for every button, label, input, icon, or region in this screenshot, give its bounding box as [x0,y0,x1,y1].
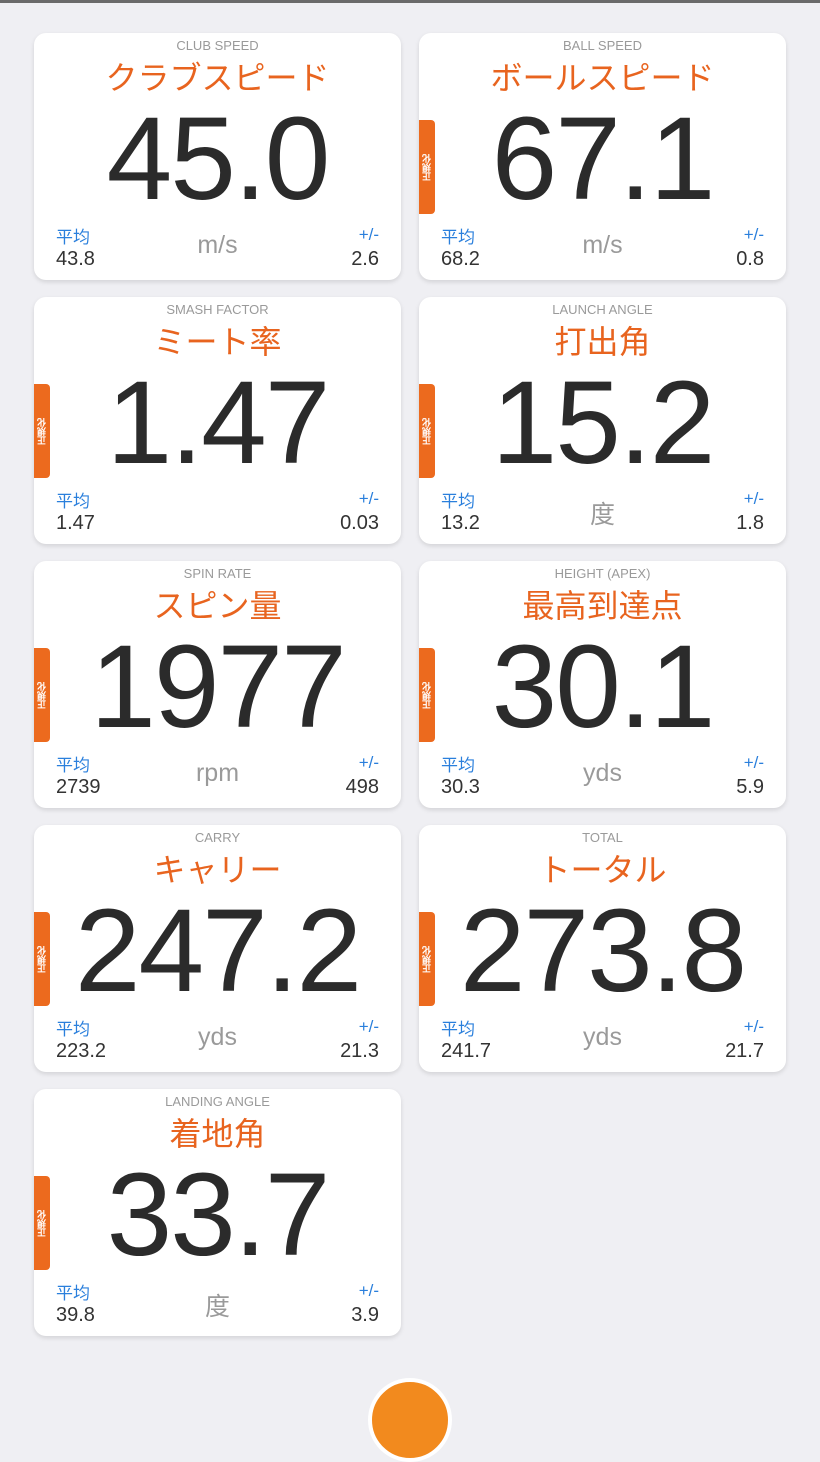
metric-english-label: LANDING ANGLE [165,1094,270,1109]
metric-card-spin-rate[interactable]: SPIN RATE スピン量 1977 正規化平均 2739 rpm +/- 498 [34,561,401,808]
deviation-value: 0.8 [736,248,764,270]
metric-card-launch-angle[interactable]: LAUNCH ANGLE 打出角 15.2 正規化平均 13.2 度 +/- 1.8 [419,297,786,544]
average-label: 平均 [441,756,475,776]
deviation-value: 5.9 [736,776,764,798]
metric-title: 着地角 [169,1115,266,1153]
normalized-tab[interactable]: 正規化 [34,912,50,1006]
metric-unit: yds [198,1023,237,1051]
metric-english-label: SPIN RATE [183,566,252,581]
metric-title: 打出角 [554,323,651,361]
metric-title: クラブスピード [105,59,330,97]
normalized-tab[interactable]: 正規化 [419,120,435,214]
deviation-value: 0.03 [340,512,379,534]
metric-unit: yds [583,759,622,787]
deviation-label: +/- [358,1017,379,1036]
metric-card-smash-factor[interactable]: SMASH FACTOR ミート率 1.47 正規化 平均 1.47 +/- 0.03 [34,297,401,544]
deviation-value: 498 [345,776,379,798]
average-label: 平均 [56,1020,90,1040]
metric-title: スピン量 [153,587,282,625]
normalized-label: 正規化 [37,945,48,973]
metric-value: 1.47 [106,357,331,489]
metric-card-landing-angle[interactable]: LANDING ANGLE 着地角 33.7 正規化平均 39.8 度 +/- 3.9 [34,1089,401,1336]
average-label: 平均 [441,228,475,248]
deviation-value: 21.7 [725,1040,764,1062]
metric-english-label: BALL SPEED [562,38,642,53]
metric-unit: 度 [204,1293,230,1321]
average-value: 39.8 [56,1304,95,1326]
deviation-label: +/- [743,225,764,244]
deviation-label: +/- [743,753,764,772]
normalized-tab[interactable]: 正規化 [419,912,435,1006]
metric-value: 1977 [90,621,347,753]
metric-card-height-apex[interactable]: HEIGHT (APEX) 最高到達点 30.1 正規化平均 30.3 yds +/- 5.9 [419,561,786,808]
metric-title: ボールスピード [490,59,715,97]
normalized-label: 正規化 [422,417,433,445]
average-label: 平均 [56,756,90,776]
deviation-value: 1.8 [736,512,764,534]
metric-title: トータル [538,851,667,889]
average-value: 30.3 [441,776,480,798]
normalized-label: 正規化 [422,945,433,973]
metric-card-club-speed[interactable]: CLUB SPEED クラブスピード 45.0 平均 43.8 m/s +/- 2.6 [34,33,401,280]
metric-english-label: SMASH FACTOR [166,302,269,317]
average-value: 223.2 [56,1040,107,1062]
metric-unit: m/s [197,231,238,259]
average-value: 2739 [56,776,101,798]
deviation-value: 2.6 [351,248,379,270]
deviation-label: +/- [358,753,379,772]
metric-value: 273.8 [459,885,747,1017]
normalized-tab[interactable]: 正規化 [34,648,50,742]
average-label: 平均 [56,228,90,248]
metrics-grid: CLUB SPEED クラブスピード 45.0 平均 43.8 m/s +/- 2.6 BALL… [34,33,786,1336]
average-label: 平均 [441,492,475,512]
normalized-label: 正規化 [37,417,48,445]
metric-card-total[interactable]: TOTAL トータル 273.8 正規化平均 241.7 yds +/- 21.7 [419,825,786,1072]
deviation-label: +/- [743,489,764,508]
metric-english-label: TOTAL [582,830,623,845]
deviation-label: +/- [743,1017,764,1036]
average-value: 1.47 [56,512,95,534]
metric-value: 45.0 [106,93,331,225]
metric-value: 15.2 [491,357,716,489]
metric-english-label: CLUB SPEED [176,38,259,53]
metric-title: ミート率 [153,323,282,361]
normalized-tab[interactable]: 正規化 [34,384,50,478]
average-label: 平均 [56,492,90,512]
metric-value: 247.2 [74,885,362,1017]
metric-english-label: HEIGHT (APEX) [554,566,651,581]
metric-card-ball-speed[interactable]: BALL SPEED ボールスピード 67.1 正規化平均 68.2 m/s +/- 0.8 [419,33,786,280]
deviation-label: +/- [358,1281,379,1300]
metric-value: 67.1 [491,93,716,225]
deviation-label: +/- [358,225,379,244]
normalized-label: 正規化 [37,1209,48,1237]
metric-unit: 度 [589,501,615,529]
metric-unit: m/s [582,231,623,259]
deviation-label: +/- [358,489,379,508]
average-value: 43.8 [56,248,95,270]
normalized-label: 正規化 [37,681,48,709]
metric-value: 33.7 [106,1149,331,1281]
metric-card-carry[interactable]: CARRY キャリー 247.2 正規化平均 223.2 yds +/- 21.3 [34,825,401,1072]
deviation-value: 3.9 [351,1304,379,1326]
metric-value: 30.1 [491,621,716,753]
metric-title: 最高到達点 [522,587,683,625]
average-label: 平均 [441,1020,475,1040]
metric-title: キャリー [153,851,282,889]
normalized-tab[interactable]: 正規化 [419,648,435,742]
average-value: 13.2 [441,512,480,534]
average-label: 平均 [56,1284,90,1304]
metric-unit: rpm [195,759,240,787]
average-value: 241.7 [441,1040,492,1062]
deviation-value: 21.3 [340,1040,379,1062]
metric-english-label: CARRY [194,830,241,845]
metric-english-label: LAUNCH ANGLE [552,302,653,317]
metric-unit: yds [583,1023,622,1051]
normalized-tab[interactable]: 正規化 [419,384,435,478]
top-bar [0,0,820,3]
normalized-tab[interactable]: 正規化 [34,1176,50,1270]
normalized-label: 正規化 [422,681,433,709]
average-value: 68.2 [441,248,480,270]
normalized-label: 正規化 [422,153,433,181]
